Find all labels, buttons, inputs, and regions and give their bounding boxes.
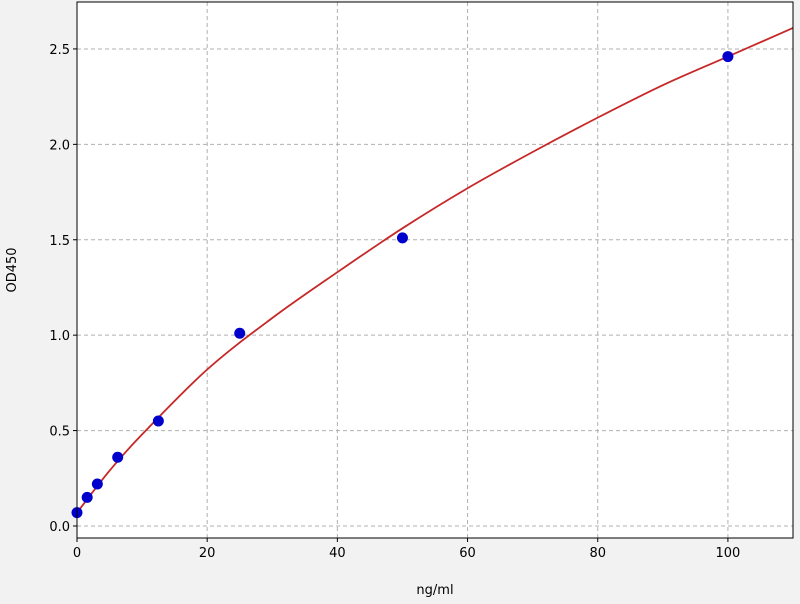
data-points — [71, 51, 734, 519]
data-point — [152, 415, 164, 427]
y-axis-label: OD450 — [5, 247, 20, 292]
data-point — [91, 478, 103, 490]
fit-curve-group — [76, 27, 794, 514]
data-point — [722, 51, 734, 63]
fit-curve — [76, 27, 794, 514]
data-point — [81, 491, 93, 503]
y-tick-label: 2.5 — [49, 43, 70, 58]
x-tick-label: 80 — [589, 546, 606, 561]
plot-frame — [76, 1, 794, 539]
data-point — [112, 451, 124, 463]
x-axis-label: ng/ml — [416, 583, 453, 598]
x-tick-label: 0 — [73, 546, 81, 561]
x-tick-label: 100 — [715, 546, 740, 561]
y-tick-label: 2.0 — [49, 138, 70, 153]
ticks: 0 20 40 60 80 100 0.0 0.5 1.0 1.5 2.0 2.5 — [49, 43, 740, 561]
y-tick-label: 1.5 — [49, 234, 70, 249]
plot-area — [77, 2, 793, 538]
x-tick-label: 60 — [459, 546, 476, 561]
y-tick-label: 0.5 — [49, 425, 70, 440]
x-tick-label: 40 — [329, 546, 346, 561]
x-tick-label: 20 — [199, 546, 216, 561]
y-tick-label: 1.0 — [49, 329, 70, 344]
data-point — [234, 327, 246, 339]
grid — [76, 2, 793, 538]
y-tick-label: 0.0 — [49, 520, 70, 535]
data-point — [396, 232, 408, 244]
